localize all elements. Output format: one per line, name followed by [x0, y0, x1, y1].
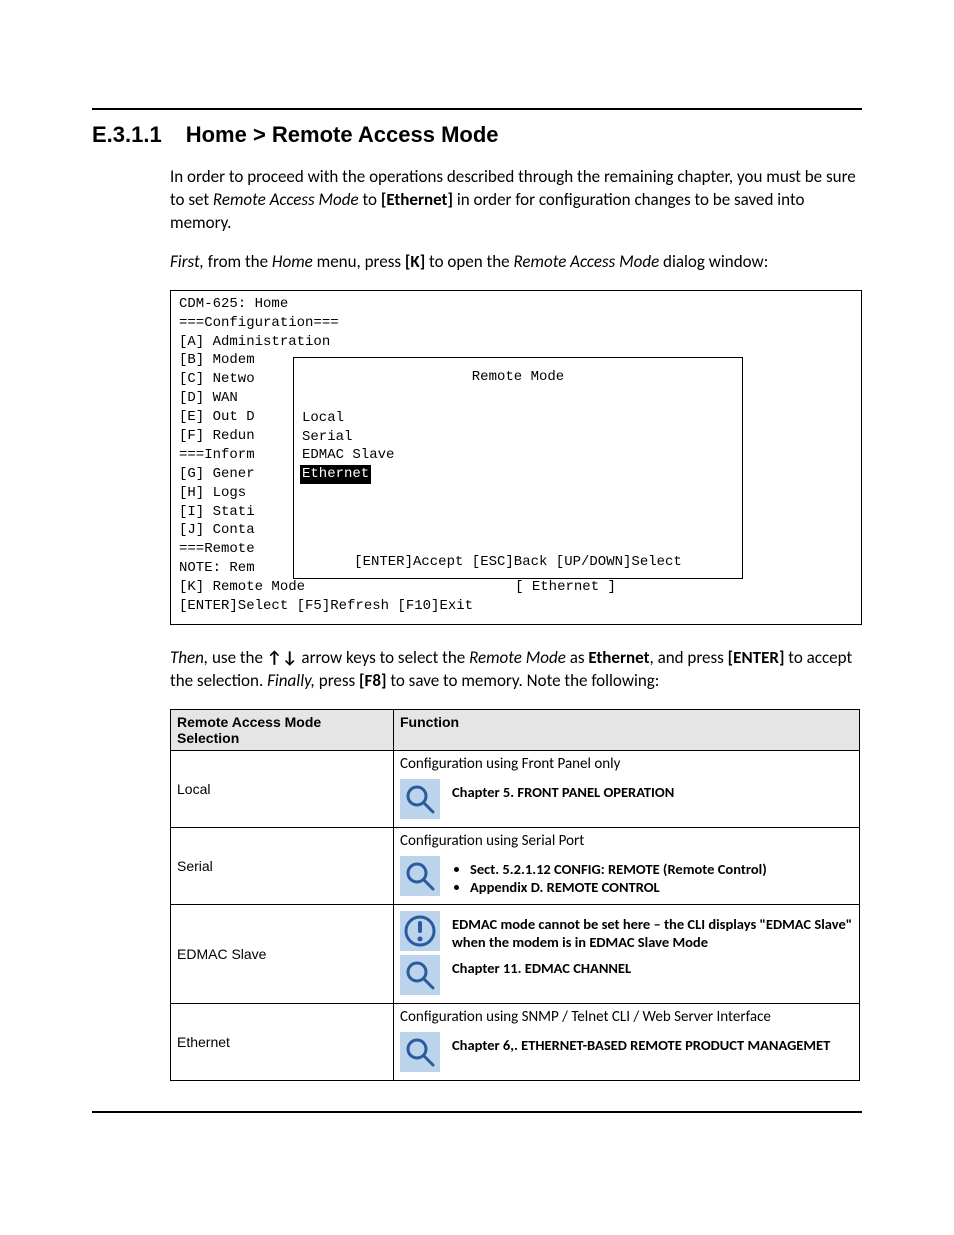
reference-bullet: Appendix D. REMOTE CONTROL — [470, 878, 767, 896]
p1-c: to — [359, 189, 381, 210]
paragraph-2: First, from the Home menu, press [K] to … — [170, 251, 862, 274]
dialog-opt-serial: Serial — [300, 428, 736, 447]
cli-k-gap — [305, 579, 515, 595]
magnifier-icon — [400, 1032, 440, 1072]
mode-cell: Serial — [171, 827, 394, 904]
table-row: LocalConfiguration using Front Panel onl… — [171, 750, 860, 827]
paragraph-1: In order to proceed with the operations … — [170, 166, 862, 235]
p3-e: as — [566, 647, 588, 668]
cli-k-line: [K] Remote Mode [ Ethernet ] — [179, 578, 853, 597]
section-title: Home > Remote Access Mode — [186, 122, 499, 147]
reference-line: Chapter 6,. ETHERNET-BASED REMOTE PRODUC… — [400, 1032, 853, 1072]
reference-line: Chapter 11. EDMAC CHANNEL — [400, 955, 853, 995]
mode-cell: Local — [171, 750, 394, 827]
reference-text: Sect. 5.2.1.12 CONFIG: REMOTE (Remote Co… — [452, 856, 767, 896]
table-row: EDMAC Slave EDMAC mode cannot be set here… — [171, 905, 860, 1004]
p1-d: [Ethernet] — [381, 189, 453, 210]
reference-text: EDMAC mode cannot be set here – the CLI … — [452, 911, 853, 951]
p3-d: Remote Mode — [469, 647, 566, 668]
dialog-opt-edmac: EDMAC Slave — [300, 446, 736, 465]
cli-cfg-hdr: ===Configuration=== — [179, 314, 853, 333]
cli-title: CDM-625: Home — [179, 295, 853, 314]
p2-f: to open the — [425, 251, 513, 272]
reference-line: Chapter 5. FRONT PANEL OPERATION — [400, 779, 853, 819]
magnifier-icon — [400, 779, 440, 819]
modes-table: Remote Access Mode Selection Function Lo… — [170, 709, 860, 1082]
p3-c: arrow keys to select the — [298, 647, 469, 668]
dialog-title: Remote Mode — [300, 368, 736, 387]
dialog-opt-ethernet: Ethernet — [300, 465, 371, 484]
p2-a: First, — [170, 251, 204, 272]
reference-bullet: Sect. 5.2.1.12 CONFIG: REMOTE (Remote Co… — [470, 860, 767, 878]
th-function: Function — [394, 709, 860, 750]
function-cell: Configuration using Front Panel only Chap… — [394, 750, 860, 827]
bottom-rule — [92, 1111, 862, 1113]
p3-f: Ethernet — [588, 647, 649, 668]
p3-a: Then, — [170, 647, 208, 668]
p3-b: use the — [208, 647, 267, 668]
p3-l: [F8] — [359, 670, 386, 691]
cli-k-a: [K] Remote Mode — [179, 579, 305, 595]
p1-b: Remote Access Mode — [213, 189, 359, 210]
p2-g: Remote Access Mode — [513, 251, 659, 272]
mode-cell: Ethernet — [171, 1004, 394, 1081]
cli-footer: [ENTER]Select [F5]Refresh [F10]Exit — [179, 597, 853, 616]
reference-text: Chapter 6,. ETHERNET-BASED REMOTE PRODUC… — [452, 1032, 830, 1054]
p3-g: , and press — [649, 647, 727, 668]
p2-h: dialog window: — [659, 251, 768, 272]
section-heading: E.3.1.1 Home > Remote Access Mode — [92, 122, 862, 148]
p3-k: press — [315, 670, 359, 691]
function-desc: Configuration using SNMP / Telnet CLI / … — [400, 1008, 853, 1026]
section-number: E.3.1.1 — [92, 122, 162, 148]
mode-cell: EDMAC Slave — [171, 905, 394, 1004]
cli-remote-mode-dialog: Remote Mode Local Serial EDMAC Slave Eth… — [293, 357, 743, 579]
p3-h: [ENTER] — [728, 647, 785, 668]
p3-j: Finally, — [267, 670, 315, 691]
reference-text: Chapter 11. EDMAC CHANNEL — [452, 955, 631, 977]
reference-text: Chapter 5. FRONT PANEL OPERATION — [452, 779, 674, 801]
reference-line: EDMAC mode cannot be set here – the CLI … — [400, 911, 853, 951]
th-mode: Remote Access Mode Selection — [171, 709, 394, 750]
dialog-options: Local Serial EDMAC Slave Ethernet — [300, 409, 736, 485]
cli-k-b: [ Ethernet ] — [515, 579, 616, 595]
function-desc: Configuration using Front Panel only — [400, 755, 853, 773]
function-cell: EDMAC mode cannot be set here – the CLI … — [394, 905, 860, 1004]
dialog-hint: [ENTER]Accept [ESC]Back [UP/DOWN]Select — [294, 553, 742, 572]
function-cell: Configuration using Serial Port Sect. 5.2… — [394, 827, 860, 904]
table-row: Serial Configuration using Serial Port Sec… — [171, 827, 860, 904]
cli-line-a: [A] Administration — [179, 333, 853, 352]
table-row: Ethernet Configuration using SNMP / Telne… — [171, 1004, 860, 1081]
reference-line: Sect. 5.2.1.12 CONFIG: REMOTE (Remote Co… — [400, 856, 853, 896]
magnifier-icon — [400, 856, 440, 896]
magnifier-icon — [400, 955, 440, 995]
paragraph-3: Then, use the ↑↓ arrow keys to select th… — [170, 647, 862, 693]
p2-d: menu, press — [313, 251, 405, 272]
p2-c: Home — [272, 251, 313, 272]
p2-b: from the — [204, 251, 272, 272]
cli-screenshot: CDM-625: Home ===Configuration=== [A] Ad… — [170, 290, 862, 625]
p2-e: [K] — [405, 251, 425, 272]
top-rule — [92, 108, 862, 110]
dialog-opt-local: Local — [300, 409, 736, 428]
function-desc: Configuration using Serial Port — [400, 832, 853, 850]
p3-m: to save to memory. Note the following: — [387, 670, 660, 691]
alert-icon — [400, 911, 440, 951]
arrow-keys-icon: ↑↓ — [267, 647, 298, 668]
function-cell: Configuration using SNMP / Telnet CLI / … — [394, 1004, 860, 1081]
